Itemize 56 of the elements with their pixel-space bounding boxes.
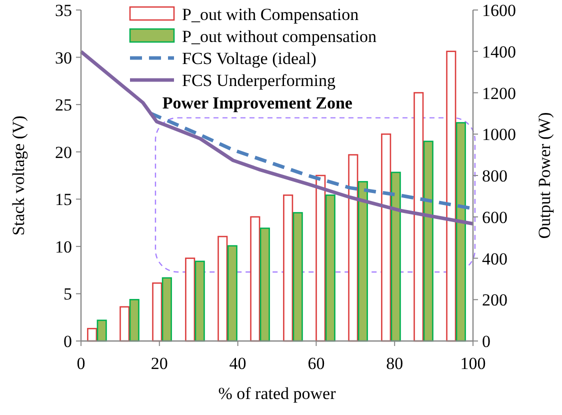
bar [250,216,260,342]
annotation: Power Improvement Zone [162,93,353,112]
bar [129,298,140,342]
bar [283,194,294,342]
y2-tick-label: 600 [482,208,508,227]
y-tick-label: 5 [64,284,72,304]
bar [423,140,434,342]
x-axis-title: % of rated power [218,384,336,403]
bar [316,174,326,342]
bar [194,260,205,342]
bar [414,92,424,342]
x-tick-label: 40 [229,354,246,373]
y2-tick-label: 400 [482,249,508,268]
y-tick-label: 35 [55,1,72,20]
y2-tick-label: 200 [482,290,508,310]
y-tick-label: 25 [55,96,72,115]
x-tick-label: 0 [76,354,86,373]
x-tick-label: 80 [386,354,404,373]
bar [120,306,130,342]
bar [87,328,98,342]
y-tick-label: 10 [55,237,72,256]
y2-tick-label: 1200 [482,84,516,103]
x-tick-label: 20 [150,354,168,373]
y2-tick-label: 1000 [482,125,516,144]
legend-label: P_out with Compensation [182,5,360,24]
bar [260,228,270,342]
y2-tick-label: 0 [482,332,490,351]
bar [185,258,196,342]
bar [456,122,466,342]
bar [152,282,162,342]
bar [446,50,456,342]
bar [348,154,358,342]
y-tick-label: 15 [55,190,72,210]
line-series [79,50,475,226]
x-tick-label: 100 [460,354,486,373]
bar [358,181,368,342]
y-tick-label: 30 [55,48,72,68]
y2-tick-label: 1400 [482,42,516,62]
y2-tick-label: 800 [482,166,508,186]
y2-tick-label: 1600 [482,1,516,20]
y-axis-title: Stack voltage (V) [9,116,28,236]
bar [96,320,107,342]
bar [227,245,238,342]
legend-label: P_out without compensation [182,27,378,46]
bar [162,277,172,342]
bar [325,194,336,342]
bar [381,133,392,342]
x-tick-label: 60 [308,354,325,373]
legend-label: FCS Underperforming [182,71,336,90]
bar [390,172,401,342]
bar [292,212,303,342]
bar [218,236,228,342]
legend-label: FCS Voltage (ideal) [182,49,316,68]
y-tick-label: 0 [64,332,72,351]
y-tick-label: 20 [55,142,72,162]
y2-axis-title: Output Power (W) [535,112,554,239]
